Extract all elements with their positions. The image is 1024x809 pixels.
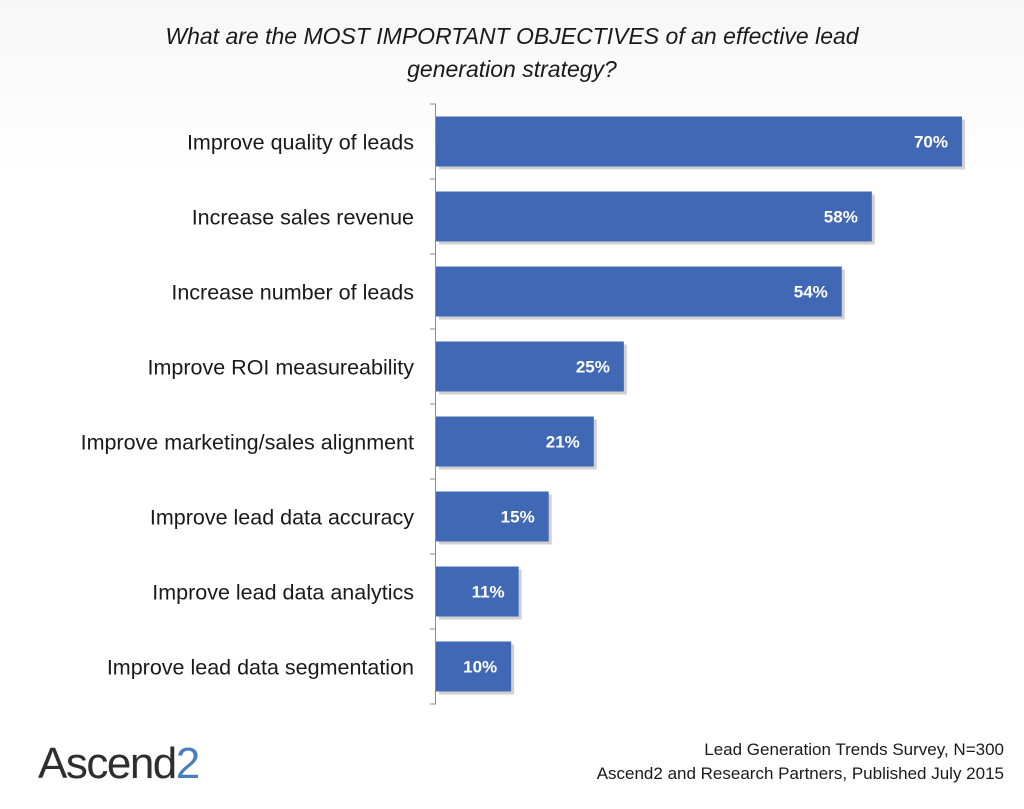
value-label-6: 15%: [501, 508, 535, 527]
value-label-8: 10%: [463, 658, 497, 677]
value-label-4: 25%: [576, 358, 610, 377]
category-label-3: Increase number of leads: [171, 281, 414, 305]
value-label-3: 54%: [794, 283, 828, 302]
category-label-1: Improve quality of leads: [187, 131, 414, 155]
category-label-8: Improve lead data segmentation: [107, 656, 414, 680]
bar-5: [436, 416, 594, 467]
bar-7: [436, 566, 519, 617]
chart-title: What are the MOST IMPORTANT OBJECTIVES o…: [165, 23, 859, 82]
bar-3: [436, 266, 842, 317]
category-label-6: Improve lead data accuracy: [150, 506, 414, 530]
logo-text: Ascend: [38, 739, 177, 788]
bar-2: [436, 191, 872, 242]
bar-4: [436, 341, 624, 392]
source-note: Lead Generation Trends Survey, N=300 Asc…: [597, 738, 1004, 786]
value-label-7: 11%: [472, 583, 505, 602]
source-line-1: Lead Generation Trends Survey, N=300: [704, 740, 1004, 759]
bars-layer: [430, 103, 965, 705]
category-label-2: Increase sales revenue: [192, 206, 414, 230]
value-label-5: 21%: [546, 433, 580, 452]
source-line-2: Ascend2 and Research Partners, Published…: [596, 764, 1004, 783]
bar-1: [436, 116, 962, 167]
bar-8: [436, 641, 512, 692]
category-label-5: Improve marketing/sales alignment: [81, 431, 414, 455]
category-label-4: Improve ROI measureability: [148, 356, 415, 380]
category-label-7: Improve lead data analytics: [152, 581, 414, 605]
logo-number: 2: [175, 739, 200, 788]
bar-6: [436, 491, 549, 542]
ascend2-logo: Ascend2: [38, 736, 200, 792]
value-label-2: 58%: [824, 208, 858, 227]
labels-layer: 70% Improve quality of leads 58% Increase s…: [81, 131, 948, 680]
value-label-1: 70%: [914, 133, 948, 152]
